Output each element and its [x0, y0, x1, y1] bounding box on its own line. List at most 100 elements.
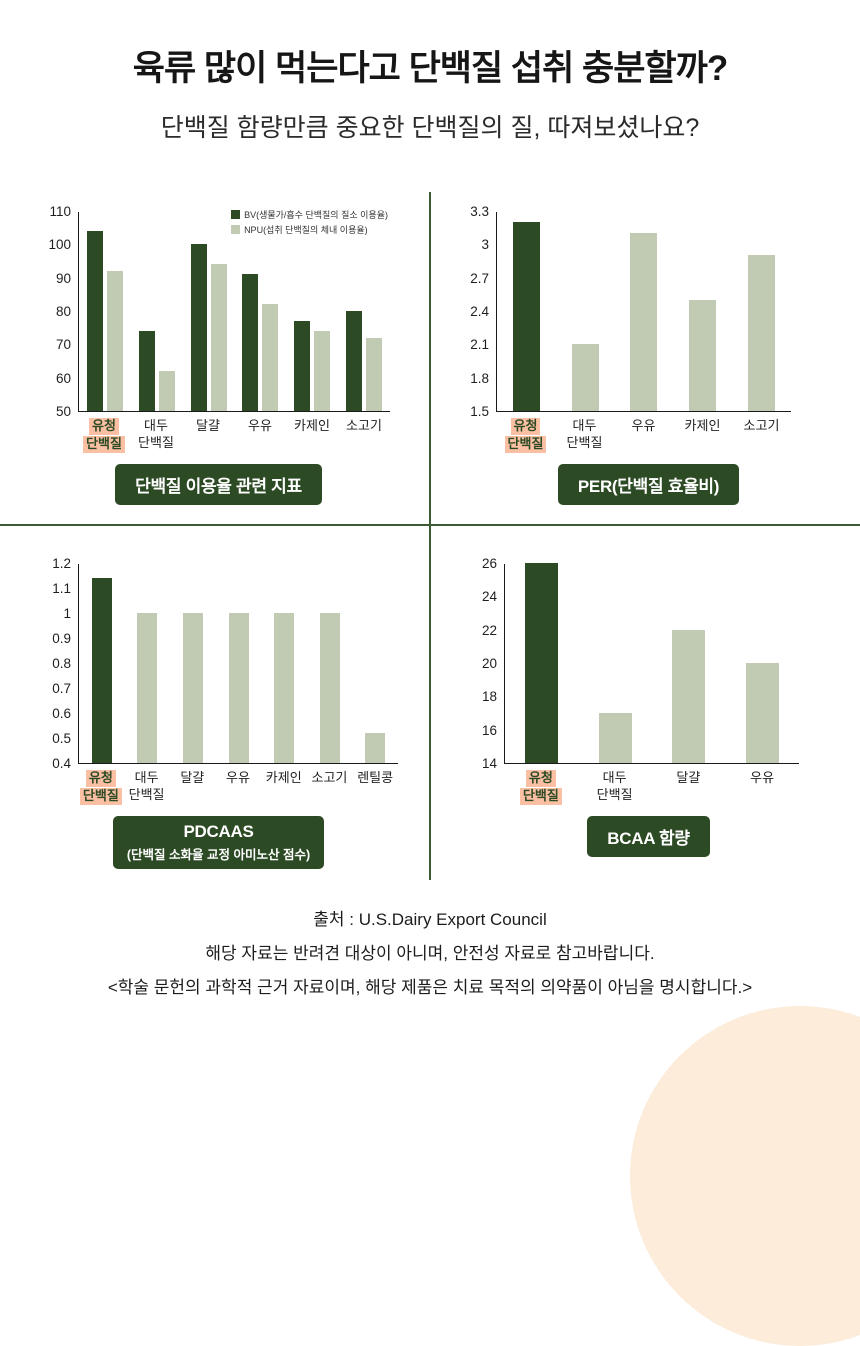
y-axis: 0.4 0.5 0.6 0.7 0.8 0.9 1 1.1 1.2: [38, 556, 78, 771]
plot-area: [504, 563, 799, 764]
bar: [672, 629, 706, 763]
y-tick-label: 70: [55, 337, 71, 353]
bar: [365, 733, 386, 763]
y-tick-label: 0.8: [52, 656, 71, 671]
bar: [274, 613, 295, 763]
chart-title-badge: PDCAAS (단백질 소화율 교정 아미노산 점수): [112, 816, 325, 869]
x-category-label: 유청 단백질: [504, 770, 578, 806]
legend-swatch: [231, 225, 241, 234]
y-tick-label: 0.5: [52, 731, 71, 746]
bar-group: [579, 564, 653, 763]
decorative-corner-circle: [630, 1006, 860, 1346]
y-tick-label: 1.5: [470, 404, 489, 419]
x-category-label: 유청 단백질: [78, 770, 124, 806]
chart-legend: BV(생물가/흡수 단백질의 질소 이용율) NPU(섭취 단백질의 체내 이용율…: [231, 208, 388, 236]
bar-group: [79, 212, 131, 411]
chart-title-badge: BCAA 함량: [587, 816, 710, 857]
bars-container: [505, 563, 799, 763]
bar: [525, 563, 559, 763]
y-tick-label: 14: [481, 756, 497, 771]
y-tick-label: 20: [481, 656, 497, 671]
bar: [319, 613, 340, 763]
chart-title-badge: 단백질 이용율 관련 지표: [115, 464, 322, 505]
bar: [138, 331, 155, 411]
bar-group: [497, 212, 556, 411]
bar: [91, 578, 112, 763]
source-line: 출처 : U.S.Dairy Export Council: [313, 910, 547, 929]
bar: [689, 299, 717, 411]
x-category-label: 유청 단백질: [496, 418, 555, 454]
chart-bcaa: 14 16 18 20 22 24 26 유청 단백질 대두 단백질 달걀 우유 BCAA 함량: [438, 540, 859, 880]
x-axis-labels: 유청 단백질 대두 단백질 달걀 우유 카제인 소고기: [78, 418, 390, 454]
x-category-label: 달걀: [676, 770, 701, 785]
y-tick-label: 1: [63, 606, 71, 621]
bar: [748, 255, 776, 411]
bar: [366, 337, 383, 411]
bar: [106, 271, 123, 411]
bar-group: [556, 212, 615, 411]
x-axis-labels: 유청 단백질 대두 단백질 우유 카제인 소고기: [496, 418, 791, 454]
y-tick-label: 50: [55, 404, 71, 419]
x-category-label: 대두 단백질: [596, 770, 633, 802]
legend-swatch: [231, 210, 241, 219]
x-axis-labels: 유청 단백질 대두 단백질 달걀 우유 카제인 소고기 렌틸콩: [78, 770, 398, 806]
bar: [314, 331, 331, 411]
chart-title: PER(단백질 효율비): [577, 477, 720, 496]
bar: [294, 321, 311, 411]
bar: [512, 222, 540, 411]
disclaimer-line-2: <학술 문헌의 과학적 근거 자료이며, 해당 제품은 치료 목적의 의약품이 …: [107, 978, 753, 997]
plot-area: [496, 212, 791, 412]
bar: [630, 233, 658, 411]
x-category-label: 카제인: [684, 418, 721, 433]
bars-container: [79, 564, 398, 763]
bar-group: [673, 212, 732, 411]
bar: [210, 264, 227, 411]
bar-group: [615, 212, 674, 411]
y-tick-label: 3.3: [470, 204, 489, 219]
legend-item: NPU(섭취 단백질의 체내 이용율): [231, 223, 388, 236]
x-category-label: 대두 단백질: [138, 418, 174, 450]
bar-group: [79, 564, 125, 763]
chart-title-sub: (단백질 소화율 교정 아미노산 점수): [126, 848, 311, 862]
vertical-divider: [429, 192, 431, 880]
bar-group: [131, 212, 183, 411]
chart-title: BCAA 함량: [607, 829, 690, 848]
y-tick-label: 18: [481, 689, 497, 705]
bar-group: [125, 564, 171, 763]
bars-container: [79, 212, 390, 411]
y-tick-label: 60: [55, 370, 71, 386]
x-category-label: 달걀: [180, 770, 205, 785]
y-tick-label: 24: [481, 589, 497, 605]
bar-group: [234, 212, 286, 411]
bar: [228, 613, 249, 763]
bar: [242, 274, 259, 411]
x-category-label: 달걀: [196, 418, 220, 433]
bar-group: [505, 563, 579, 763]
x-category-label: 우유: [631, 418, 656, 433]
x-category-label: 대두 단백질: [128, 770, 165, 802]
chart-per: 1.5 1.8 2.1 2.4 2.7 3 3.3 유청 단백질 대두 단백질 우유 카제인 소고기 P…: [438, 188, 859, 518]
bar-group: [307, 564, 353, 763]
y-tick-label: 80: [55, 304, 71, 319]
chart-title-badge: PER(단백질 효율비): [557, 464, 740, 505]
bar: [571, 344, 599, 411]
page-subtitle: 단백질 함량만큼 중요한 단백질의 질, 따져보셨나요?: [160, 114, 700, 142]
bar-group: [652, 564, 726, 763]
y-tick-label: 0.7: [52, 681, 71, 696]
x-category-label: 소고기: [311, 770, 348, 785]
bar-group: [183, 212, 235, 411]
y-tick-label: 0.4: [52, 756, 71, 771]
bar: [86, 231, 103, 411]
y-tick-label: 1.8: [470, 370, 489, 386]
y-tick-label: 1.1: [52, 581, 71, 596]
y-tick-label: 16: [481, 722, 497, 738]
bar: [346, 311, 363, 411]
y-tick-label: 90: [55, 270, 71, 286]
bar-group: [732, 212, 791, 411]
bar-group: [261, 564, 307, 763]
x-category-label: 카제인: [294, 418, 330, 433]
legend-label: NPU(섭취 단백질의 체내 이용율): [244, 225, 368, 235]
bar: [262, 304, 279, 411]
y-tick-label: 0.6: [52, 706, 71, 721]
legend-label: BV(생물가/흡수 단백질의 질소 이용율): [244, 210, 388, 220]
